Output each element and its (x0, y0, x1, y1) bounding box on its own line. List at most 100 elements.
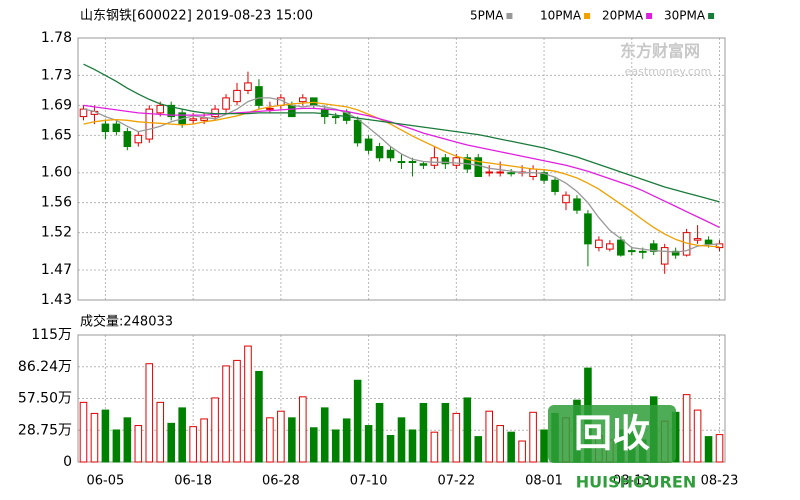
candle-body (397, 161, 406, 164)
x-tick-label: 06-18 (174, 474, 212, 489)
candle-body (627, 250, 636, 253)
volume-bar (79, 401, 88, 463)
candle-body (167, 104, 176, 118)
candle-body (595, 239, 603, 249)
candle-body (660, 247, 669, 265)
volume-bar (474, 436, 483, 463)
candle-body (551, 179, 559, 192)
volume-bar (255, 370, 263, 463)
candle-body (584, 213, 592, 245)
x-tick-label: 06-05 (87, 474, 125, 489)
volume-bar (529, 411, 537, 463)
volume-bar (266, 417, 274, 463)
candle-body (156, 104, 165, 114)
candle-body (649, 243, 658, 252)
volume-bar (178, 407, 186, 463)
x-tick-label: 08-01 (525, 474, 563, 489)
y-tick-label: 57.50万 (18, 391, 72, 407)
volume-bar (463, 397, 472, 463)
y-tick-label: 115万 (31, 327, 72, 343)
volume-bar (353, 379, 362, 463)
volume-bar (682, 394, 691, 463)
legend-swatch (584, 13, 591, 19)
volume-bar (507, 431, 515, 463)
volume-bar (342, 418, 351, 463)
candle-body (507, 172, 515, 175)
volume-title: 成交量:248033 (80, 314, 173, 330)
volume-bar (430, 431, 439, 463)
volume-bar (441, 402, 450, 463)
volume-bar (244, 345, 252, 463)
ma-line (83, 101, 720, 248)
price-panel-frame (77, 37, 726, 301)
candle-body (386, 149, 395, 159)
candle-body (255, 86, 263, 106)
chart-title: 山东钢铁[600022] 2019-08-23 15:00 (80, 9, 313, 24)
volume-bar (233, 359, 241, 463)
y-tick-label: 1.47 (41, 262, 72, 278)
volume-bar (288, 417, 296, 463)
y-tick-label: 1.60 (41, 165, 72, 181)
candle-body (101, 123, 110, 133)
candle-body (79, 108, 88, 118)
candle-body (353, 119, 362, 144)
candle-body (189, 118, 197, 121)
legend-swatch (646, 13, 653, 19)
volume-bar (309, 427, 318, 463)
volume-bar (375, 402, 384, 463)
candle-body (693, 238, 702, 241)
candle-body (331, 116, 340, 119)
volume-bar (397, 417, 406, 463)
candle-body (112, 123, 121, 133)
volume-bar (145, 363, 154, 463)
volume-bar (156, 401, 165, 463)
volume-bar (419, 402, 428, 463)
candle-body (671, 250, 680, 256)
y-tick-label: 1.52 (41, 225, 72, 241)
candle-body (540, 172, 548, 181)
volume-bar (167, 422, 176, 463)
volume-bar (90, 412, 99, 463)
candle-body (233, 89, 241, 103)
volume-bar (518, 440, 526, 463)
volume-bar (299, 396, 307, 463)
volume-bar (715, 434, 724, 463)
volume-bar (112, 429, 121, 463)
y-tick-label: 1.65 (41, 127, 72, 143)
logo-text: 回收 (574, 412, 650, 456)
candle-body (299, 97, 307, 103)
candle-body (441, 157, 450, 165)
y-tick-label: 1.78 (41, 30, 72, 46)
logo-subtext: HUISHOUREN (576, 473, 696, 492)
x-tick-label: 07-22 (437, 474, 475, 489)
legend-label: 10PMA (540, 9, 582, 23)
volume-bar (496, 425, 504, 463)
volume-bar (364, 425, 373, 463)
x-tick-label: 08-23 (701, 474, 739, 489)
logo-box (548, 405, 676, 463)
volume-bar (386, 434, 395, 463)
candle-body (222, 97, 230, 110)
candle-body (200, 117, 208, 121)
ma-line (83, 104, 720, 228)
candle-body (617, 239, 625, 256)
volume-bar (485, 410, 494, 463)
candle-body (485, 171, 494, 174)
candle-body (266, 107, 274, 110)
candle-body (408, 161, 417, 164)
volume-bar (277, 410, 285, 463)
legend-label: 20PMA (602, 9, 644, 23)
y-tick-label: 1.43 (41, 292, 72, 308)
candle-body (145, 108, 154, 140)
volume-bar (704, 436, 713, 463)
volume-bar (123, 417, 132, 463)
candle-body (452, 157, 461, 166)
legend-swatch (708, 13, 715, 19)
y-tick-label: 28.75万 (18, 422, 72, 438)
candle-body (123, 131, 132, 148)
x-tick-label: 08-13 (613, 474, 651, 489)
y-tick-label: 1.73 (41, 67, 72, 83)
candle-body (474, 157, 483, 177)
volume-bar (189, 426, 197, 463)
candle-body (288, 104, 296, 118)
